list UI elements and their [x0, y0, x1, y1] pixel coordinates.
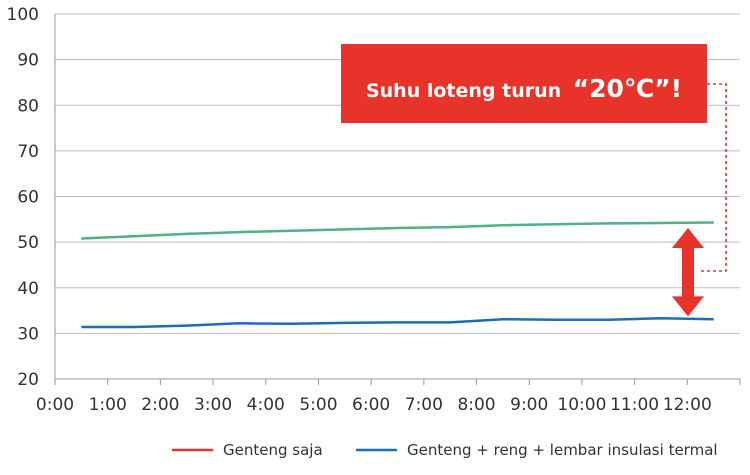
x-tick-label-10: 10:00: [557, 395, 606, 415]
x-tick-label-1: 1:00: [89, 395, 127, 415]
y-tick-label-100: 100: [7, 5, 39, 25]
y-tick-label-90: 90: [17, 51, 39, 71]
x-tick-labels: 0:00 1:00 2:00 3:00 4:00 5:00 6:00 7:00 8:00 9:00…: [36, 395, 712, 415]
callout-text: Suhu loteng turun “20℃”!: [366, 74, 682, 103]
x-tick-label-9: 9:00: [510, 395, 548, 415]
callout-text-highlight: “20℃”!: [573, 74, 682, 103]
x-tick-label-6: 6:00: [352, 395, 390, 415]
y-tick-label-80: 80: [17, 96, 39, 116]
y-tick-label-70: 70: [17, 142, 39, 162]
x-tick-label-4: 4:00: [247, 395, 285, 415]
x-tick-label-8: 8:00: [457, 395, 495, 415]
x-tick-label-5: 5:00: [299, 395, 337, 415]
x-tick-label-12: 12:00: [663, 395, 712, 415]
x-tick-label-0: 0:00: [36, 395, 74, 415]
x-tick-label-3: 3:00: [194, 395, 232, 415]
axes: [54, 14, 741, 385]
series-line-1: [81, 317, 714, 329]
legend: Genteng saja Genteng + reng + lembar ins…: [172, 441, 718, 459]
series-lines: [81, 221, 714, 329]
temperature-drop-annotation: Suhu loteng turun “20℃”!: [341, 44, 727, 317]
legend-label-genteng-saja: Genteng saja: [223, 441, 323, 459]
y-tick-label-30: 30: [17, 324, 39, 344]
series-line-0: [81, 221, 714, 240]
y-tick-label-50: 50: [17, 233, 39, 253]
x-tick-label-11: 11:00: [610, 395, 659, 415]
y-tick-label-20: 20: [17, 370, 39, 390]
y-tick-label-60: 60: [17, 188, 39, 208]
legend-label-genteng-insulasi: Genteng + reng + lembar insulasi termal: [407, 441, 718, 459]
x-tick-label-7: 7:00: [405, 395, 443, 415]
y-tick-labels: 20 30 40 50 60 70 80 90 100: [7, 5, 39, 390]
y-tick-label-40: 40: [17, 279, 39, 299]
callout-box: [341, 44, 707, 123]
double-arrow: [672, 227, 704, 317]
x-tick-label-2: 2:00: [141, 395, 179, 415]
callout-text-main: Suhu loteng turun: [366, 80, 561, 102]
